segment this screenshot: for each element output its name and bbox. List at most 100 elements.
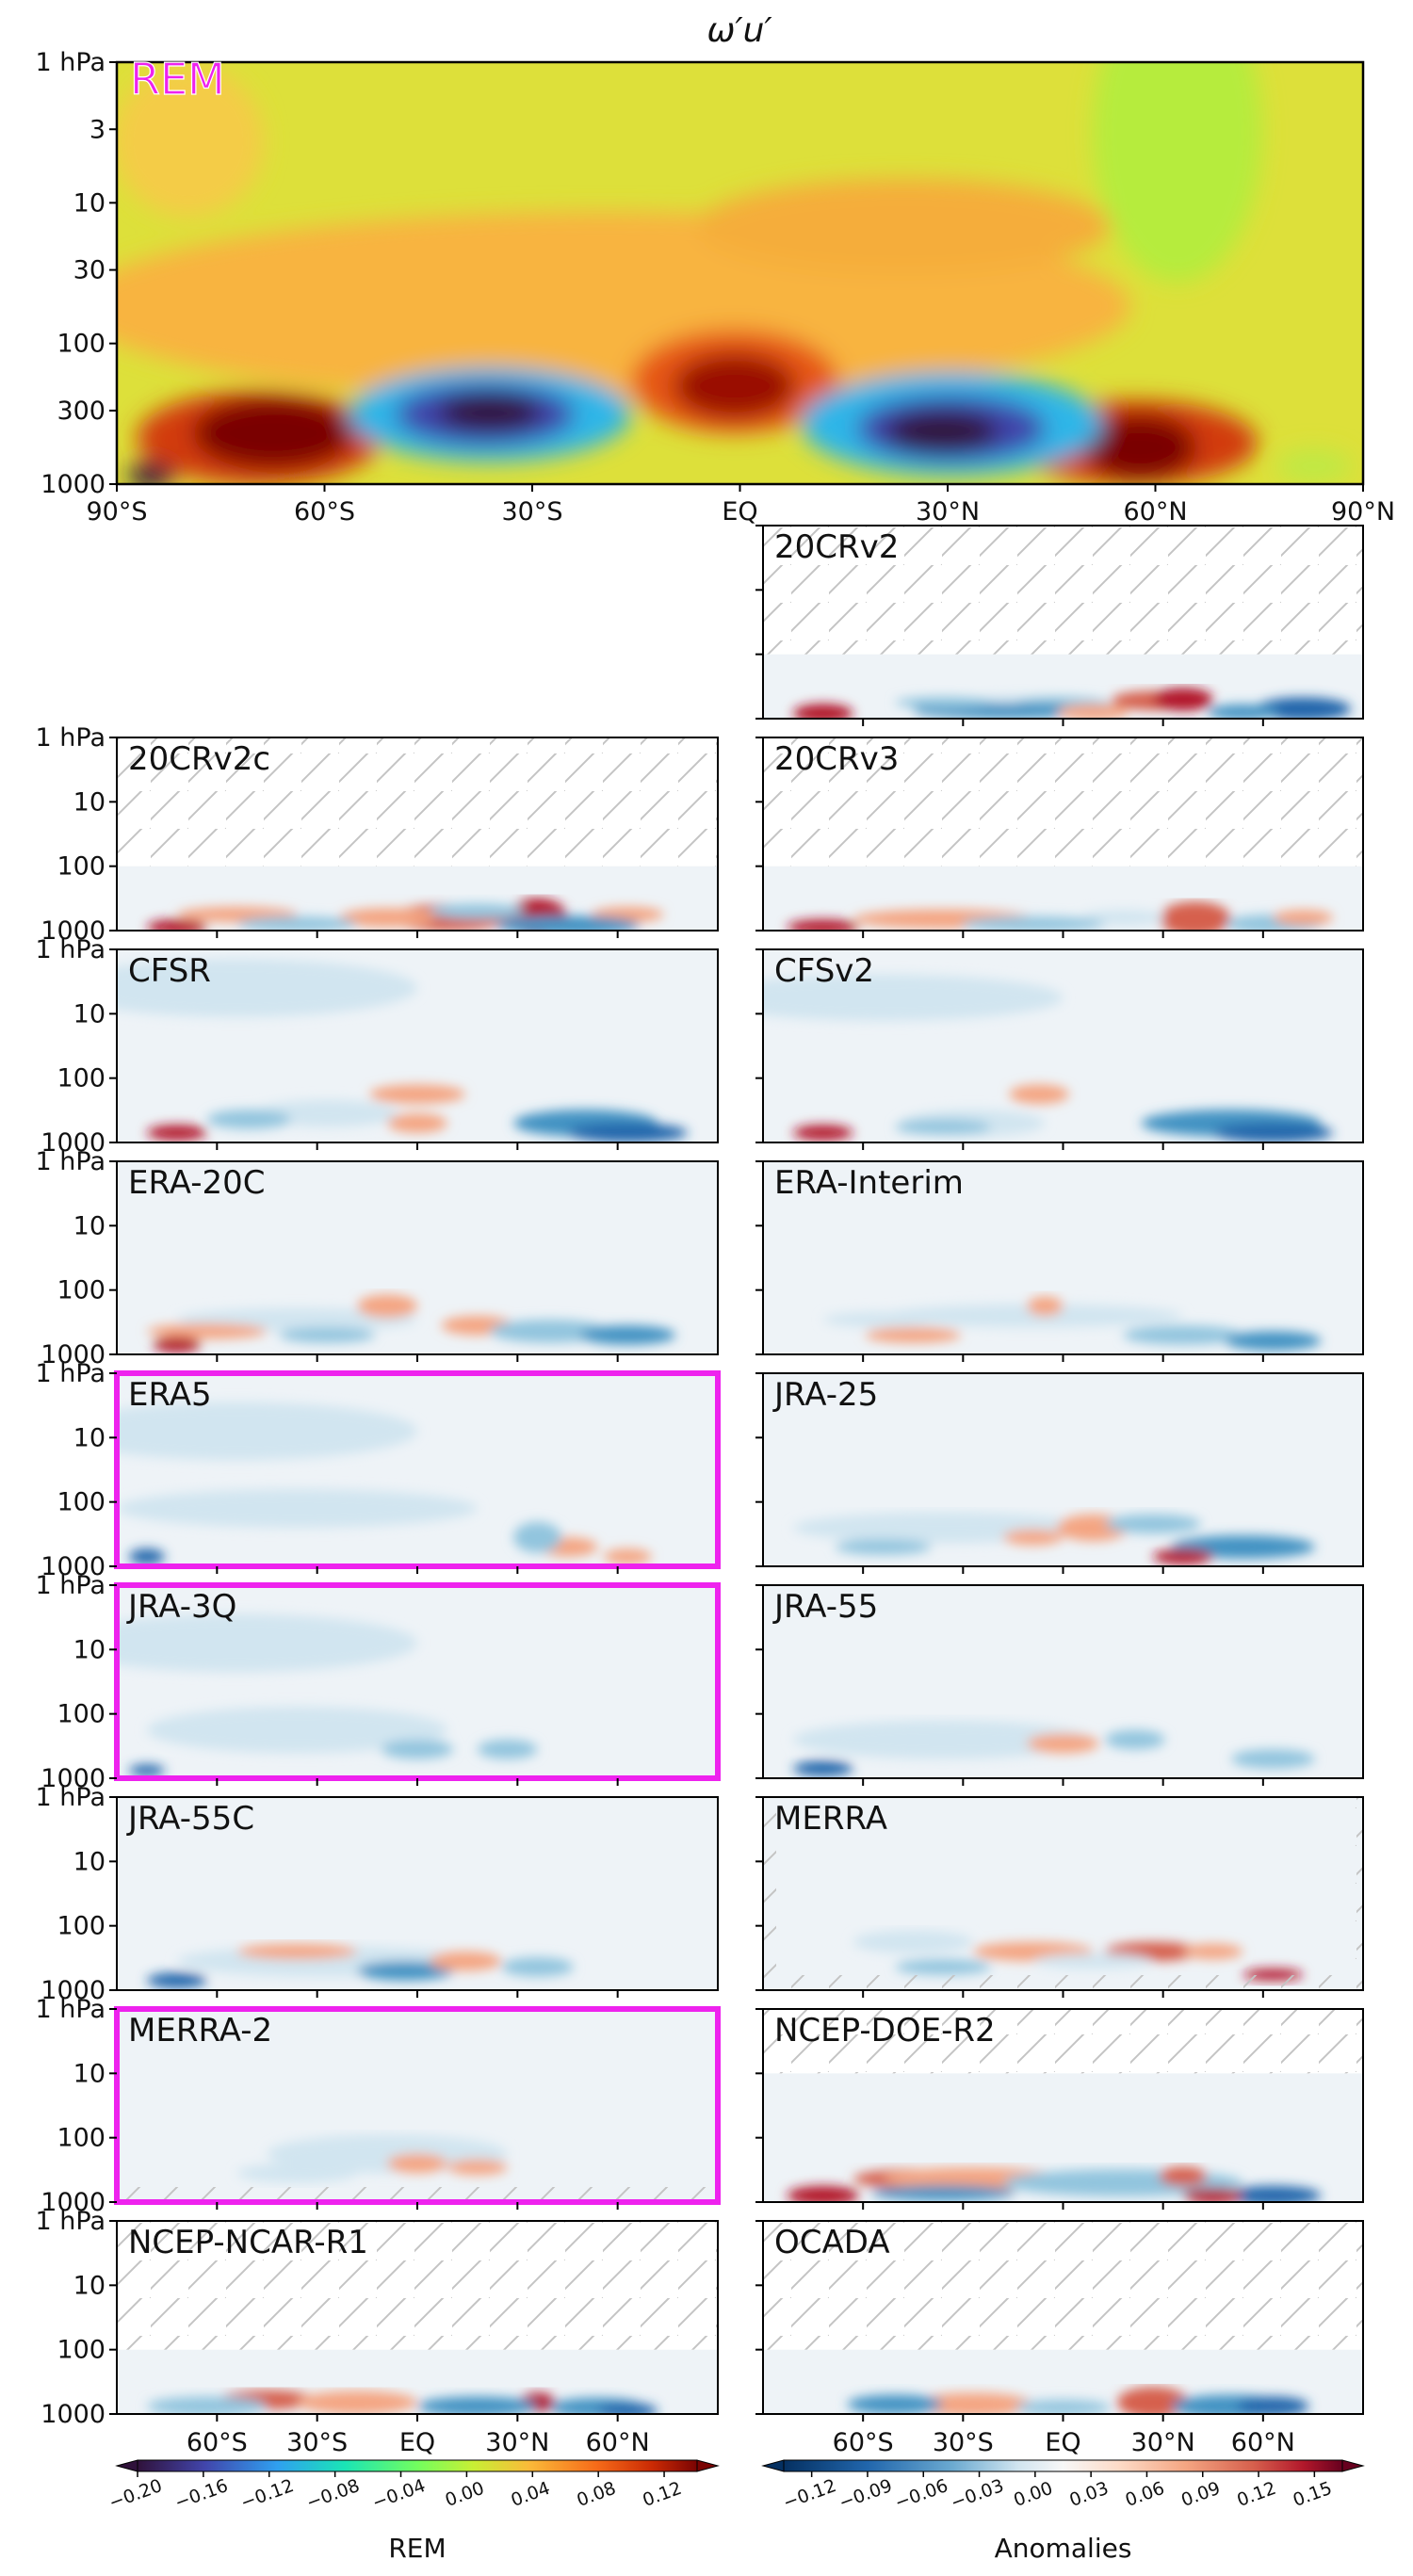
colorbar-tick-label: 0.15 (1291, 2478, 1335, 2511)
y-tick-label: 10 (73, 1635, 106, 1664)
heatmap-blobs (792, 688, 1352, 719)
heatmap-blob (1230, 1749, 1316, 1769)
x-tick-label: 30°N (485, 2428, 549, 2457)
panel-label: CFSR (128, 952, 211, 990)
heatmap-blob (1116, 2387, 1190, 2414)
colorbar-anomalies: −0.12−0.09−0.06−0.03 0.00 0.03 0.06 0.09 0.12… (761, 2459, 1365, 2564)
y-tick-label: 100 (57, 1700, 106, 1729)
panel-heatmap (763, 1797, 1363, 1990)
heatmap-blobs (146, 1943, 574, 1988)
panel-label: ERA-Interim (774, 1164, 964, 1202)
heatmap-blob (792, 1125, 853, 1141)
heatmap-blob (146, 1125, 207, 1141)
x-tick-label: 30°S (286, 2428, 348, 2457)
panel-heatmap (117, 1373, 718, 1566)
colorbar-tick-label: −0.09 (836, 2475, 895, 2514)
panel-heatmap (763, 1585, 1363, 1778)
main-heatmap (117, 62, 1352, 484)
panel-label: ERA5 (128, 1376, 212, 1414)
heatmap-blob (501, 1957, 574, 1977)
panel-label: JRA-55C (126, 1800, 254, 1838)
heatmap-blob (1159, 2166, 1208, 2186)
panel-label: 20CRv2 (774, 528, 899, 566)
y-tick-label: 10 (73, 787, 106, 817)
panel-heatmap (117, 1161, 718, 1354)
heatmap-blobs (787, 2166, 1322, 2202)
panel-label: 20CRv3 (774, 740, 899, 778)
heatmap-blob (1225, 1331, 1322, 1351)
heatmap-blob (146, 1707, 447, 1754)
x-tick-label: EQ (399, 2428, 435, 2457)
heatmap-blob (1207, 704, 1279, 719)
y-tick-label: 1000 (41, 916, 106, 946)
panel-era-interim: ERA-Interim (755, 1160, 1364, 1362)
panel-ncep-ncar-r1: NCEP-NCAR-R1 1 hPa 10 100 1000 (36, 2207, 719, 2429)
heatmap-blob (822, 1311, 944, 1328)
heatmap-blob (146, 1323, 268, 1339)
panel-heatmap (117, 737, 718, 931)
heatmap-blobs (787, 901, 1334, 931)
heatmap-blob (567, 1123, 689, 1142)
y-tick-label: 100 (57, 2336, 106, 2365)
heatmap-blobs (763, 974, 1334, 1142)
heatmap-blob (477, 1740, 538, 1759)
panel-jra-55: JRA-55 (755, 1584, 1364, 1786)
heatmap-blob (117, 1401, 417, 1461)
y-tick-label: 1000 (41, 2188, 106, 2217)
panel-heatmap (763, 949, 1363, 1142)
heatmap-blob (787, 2185, 859, 2202)
y-tick-label: 100 (57, 1912, 106, 1941)
x-tick-label: 30°S (502, 497, 563, 527)
y-tick-label: 100 (57, 1488, 106, 1517)
heatmap-blob (1009, 1084, 1069, 1104)
panel-era5: ERA5 1 hPa 10 100 1000 (36, 1359, 721, 1581)
panel-heatmap (763, 1161, 1363, 1354)
heatmap-blob (1123, 1325, 1243, 1345)
missing-hatch (117, 737, 718, 867)
heatmap-blob (847, 2394, 944, 2414)
panel-jra-3q: JRA-3Q 1 hPa 10 100 1000 (36, 1571, 721, 1793)
colorbar-tick-label: −0.06 (892, 2475, 950, 2514)
heatmap-blob (895, 1119, 992, 1135)
heatmap-blob (206, 1110, 292, 1129)
missing-hatch (763, 737, 1363, 867)
heatmap-blob (865, 1327, 962, 1343)
panel-heatmap (117, 2009, 718, 2202)
y-tick-label: 100 (57, 330, 106, 359)
x-tick-label: EQ (722, 497, 757, 527)
heatmap-blob (117, 1489, 478, 1528)
panel-label: NCEP-DOE-R2 (774, 2012, 996, 2049)
panel-heatmap (763, 737, 1363, 931)
missing-hatch (117, 2221, 718, 2350)
panel-label: JRA-55 (772, 1588, 878, 1626)
heatmap-blobs (236, 2134, 508, 2183)
x-tick-label: 60°S (833, 2428, 894, 2457)
heatmap-blobs (853, 1930, 1304, 1981)
main-panel: REM (115, 53, 1365, 486)
heatmap-blob (236, 2163, 358, 2183)
colorbar-tick-label: −0.12 (780, 2475, 838, 2514)
panel-ocada: OCADA (755, 2220, 1364, 2422)
y-tick-label: 1000 (41, 1764, 106, 1793)
heatmap-blob (792, 1720, 1094, 1759)
heatmap-blob (579, 1325, 676, 1345)
colorbar-tick-label: −0.12 (238, 2475, 297, 2514)
missing-hatch (763, 2221, 1363, 2350)
x-tick-label: 60°N (586, 2428, 650, 2457)
heatmap-blob (128, 1548, 166, 1564)
heatmap-blob (883, 1304, 1183, 1328)
panel-label: ERA-20C (128, 1164, 266, 1202)
colorbar-tick-label: 0.12 (640, 2478, 684, 2511)
x-tick-label: 90°N (1331, 497, 1395, 527)
y-tick-label: 100 (57, 2124, 106, 2153)
panel-label: MERRA (774, 1800, 887, 1838)
colorbar-tick-label: −0.16 (172, 2475, 231, 2514)
colorbar-extend-max (696, 2459, 720, 2472)
y-tick-label: 100 (57, 1276, 106, 1305)
y-tick-label: 1 hPa (36, 2207, 106, 2236)
y-tick-label: 10 (73, 2059, 106, 2088)
missing-hatch-bottom (763, 1975, 1363, 1990)
y-tick-label: 1 hPa (36, 1995, 106, 2024)
x-tick-label: 30°S (933, 2428, 994, 2457)
missing-hatch (763, 526, 1363, 655)
